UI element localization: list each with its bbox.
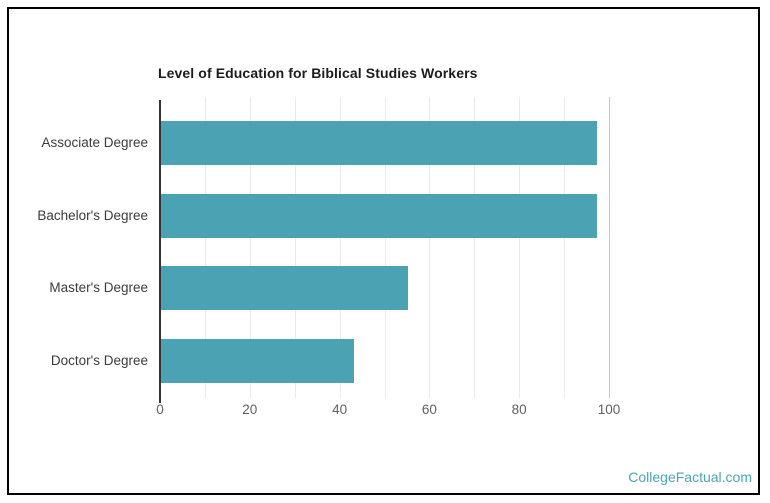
gridline-90 [564,97,566,398]
x-axis-tick-label: 20 [242,402,258,417]
bar-associate-degree [161,121,597,165]
y-axis-label: Bachelor's Degree [37,207,148,223]
x-axis-tick-label: 0 [156,402,164,417]
x-axis-tick-label: 60 [421,402,437,417]
gridline-80 [519,97,521,398]
gridline-70 [474,97,476,398]
gridline-30 [294,97,296,398]
x-axis-tick-label: 100 [597,402,621,417]
y-axis-line [159,100,161,403]
x-axis-tick-label: 80 [511,402,527,417]
gridline-60 [429,97,431,398]
y-axis-label: Master's Degree [49,280,148,295]
bar-doctor-s-degree [161,338,355,383]
gridline-40 [339,97,341,398]
gridline-20 [249,97,251,398]
chart-title: Level of Education for Biblical Studies … [158,65,478,81]
y-axis-label: Doctor's Degree [50,352,148,368]
bar-bachelor-s-degree [161,193,597,238]
bar-master-s-degree [161,266,408,310]
gridline-100 [609,97,610,398]
x-axis-tick-label: 40 [332,402,348,417]
gridline-50 [384,97,386,398]
watermark-link[interactable]: CollegeFactual.com [628,469,752,485]
y-axis-label: Associate Degree [41,135,148,150]
chart-border [7,7,760,495]
gridline-10 [204,97,206,398]
